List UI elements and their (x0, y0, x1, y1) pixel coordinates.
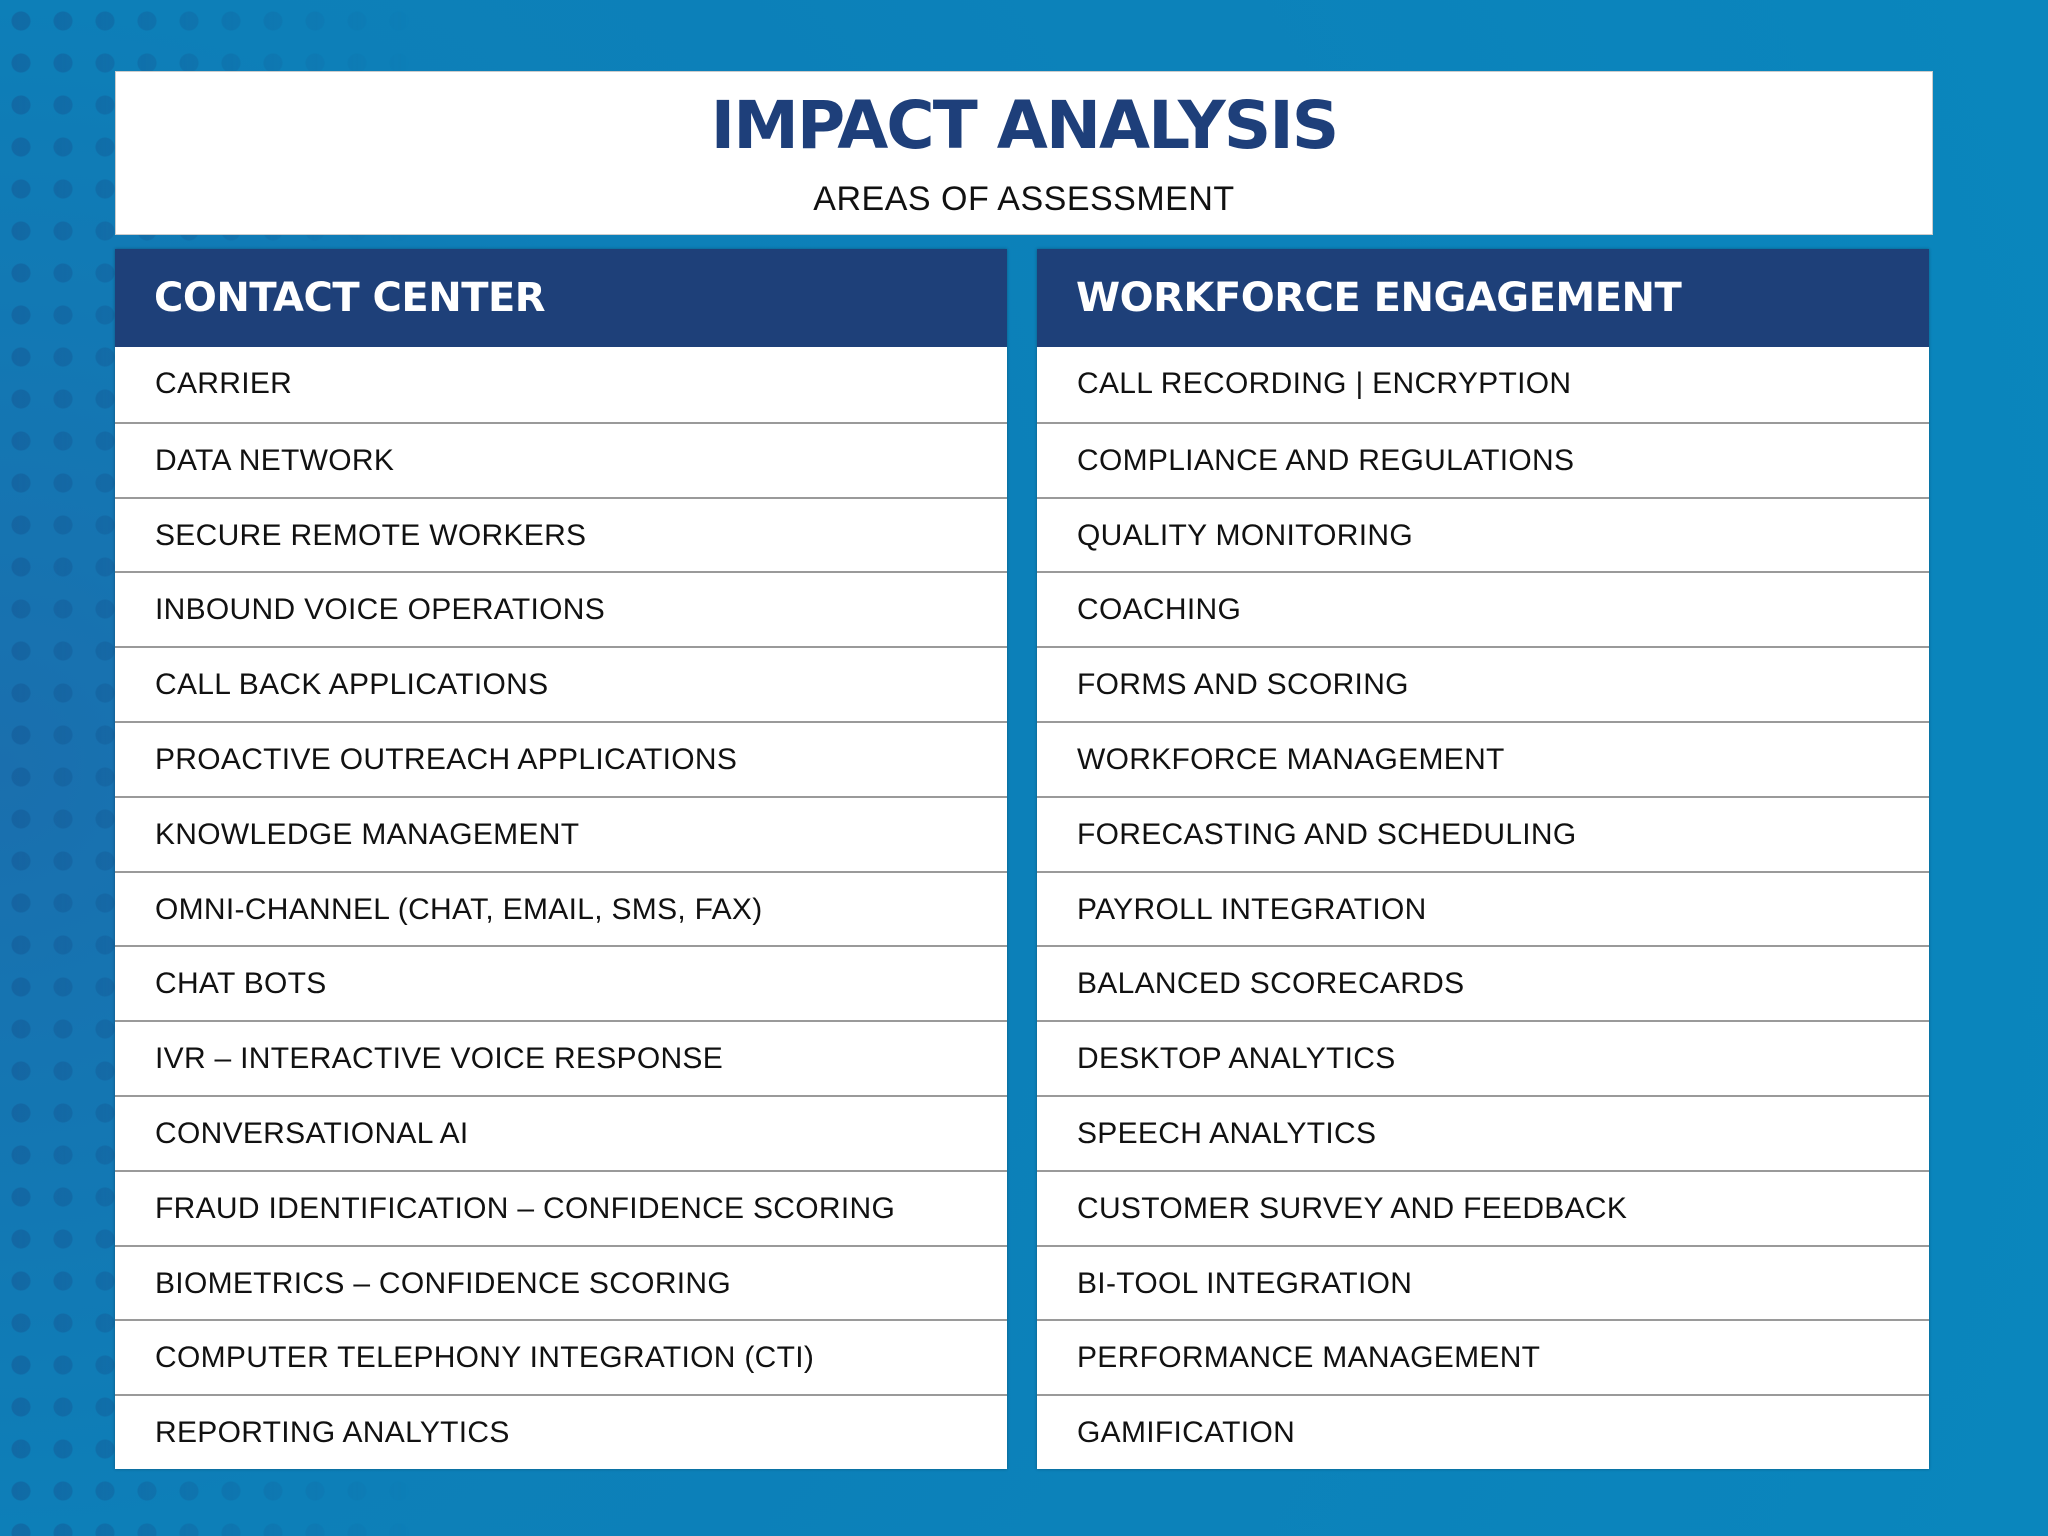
list-item: DESKTOP ANALYTICS (1037, 1020, 1929, 1095)
list-item: REPORTING ANALYTICS (115, 1394, 1007, 1469)
list-item: KNOWLEDGE MANAGEMENT (115, 795, 1007, 871)
column-heading: WORKFORCE ENGAGEMENT (1037, 249, 1929, 347)
list-item: WORKFORCE MANAGEMENT (1037, 720, 1929, 796)
list-item: FORMS AND SCORING (1037, 646, 1929, 721)
list-item: DATA NETWORK (115, 421, 1007, 497)
list-item: INBOUND VOICE OPERATIONS (115, 571, 1007, 646)
list-item: BI-TOOL INTEGRATION (1037, 1244, 1929, 1320)
list-item: PAYROLL INTEGRATION (1037, 870, 1929, 946)
list-item: CALL RECORDING | ENCRYPTION (1077, 367, 1572, 400)
list-item: QUALITY MONITORING (1037, 496, 1929, 572)
list-item: PROACTIVE OUTREACH APPLICATIONS (115, 720, 1007, 796)
list-item: BIOMETRICS – CONFIDENCE SCORING (115, 1244, 1007, 1320)
list-item: COMPLIANCE AND REGULATIONS (1037, 421, 1929, 497)
list-item: SECURE REMOTE WORKERS (115, 496, 1007, 572)
list-item: CUSTOMER SURVEY AND FEEDBACK (1037, 1169, 1929, 1245)
list-item: CONVERSATIONAL AI (115, 1094, 1007, 1170)
list-item: FRAUD IDENTIFICATION – CONFIDENCE SCORIN… (115, 1169, 1007, 1245)
list-item: COACHING (1037, 571, 1929, 646)
list-item: IVR – INTERACTIVE VOICE RESPONSE (115, 1020, 1007, 1095)
list-item: CARRIER (155, 367, 293, 400)
list-item: SPEECH ANALYTICS (1037, 1094, 1929, 1170)
list-item: CALL BACK APPLICATIONS (115, 646, 1007, 721)
list-item: PERFORMANCE MANAGEMENT (1037, 1319, 1929, 1394)
column-body: CARRIER DATA NETWORK SECURE REMOTE WORKERS… (115, 347, 1007, 1469)
column: CONTACT CENTER CARRIER DATA NETWORK SECURE … (115, 249, 1007, 1469)
list-item: GAMIFICATION (1037, 1394, 1929, 1469)
list-item: COMPUTER TELEPHONY INTEGRATION (CTI) (115, 1319, 1007, 1394)
list-item: CHAT BOTS (115, 945, 1007, 1020)
list-item: OMNI-CHANNEL (CHAT, EMAIL, SMS, FAX) (115, 870, 1007, 946)
column: WORKFORCE ENGAGEMENT CALL RECORDING | ENC… (1037, 249, 1929, 1469)
column-heading: CONTACT CENTER (115, 249, 1007, 347)
subtitle: AREAS OF ASSESSMENT (813, 180, 1235, 218)
header: IMPACT ANALYSIS AREAS OF ASSESSMENT (115, 71, 1933, 235)
column-body: CALL RECORDING | ENCRYPTION COMPLIANCE AN… (1037, 347, 1929, 1469)
list-item: BALANCED SCORECARDS (1037, 945, 1929, 1020)
list-item: FORECASTING AND SCHEDULING (1037, 795, 1929, 871)
title: IMPACT ANALYSIS (710, 87, 1340, 164)
